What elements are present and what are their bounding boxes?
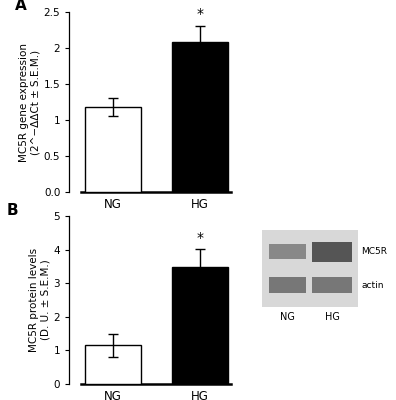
Bar xyxy=(85,107,141,192)
Bar xyxy=(85,345,141,384)
Text: MC5R: MC5R xyxy=(362,247,388,256)
Text: actin: actin xyxy=(362,281,384,290)
FancyBboxPatch shape xyxy=(312,278,352,293)
Text: *: * xyxy=(196,7,203,21)
Text: B: B xyxy=(6,202,18,218)
Bar xyxy=(172,267,228,384)
FancyBboxPatch shape xyxy=(262,230,358,307)
FancyBboxPatch shape xyxy=(268,244,306,259)
Text: NG: NG xyxy=(280,312,295,322)
Y-axis label: MC5R protein levels
(D. U. ± S.E.M.): MC5R protein levels (D. U. ± S.E.M.) xyxy=(29,248,51,352)
FancyBboxPatch shape xyxy=(268,278,306,293)
Text: *: * xyxy=(196,231,203,245)
Text: HG: HG xyxy=(325,312,340,322)
FancyBboxPatch shape xyxy=(312,242,352,262)
Bar xyxy=(172,42,228,192)
Text: A: A xyxy=(15,0,27,13)
Y-axis label: MC5R gene expression
(2^−ΔΔCt ± S.E.M.): MC5R gene expression (2^−ΔΔCt ± S.E.M.) xyxy=(19,42,41,162)
